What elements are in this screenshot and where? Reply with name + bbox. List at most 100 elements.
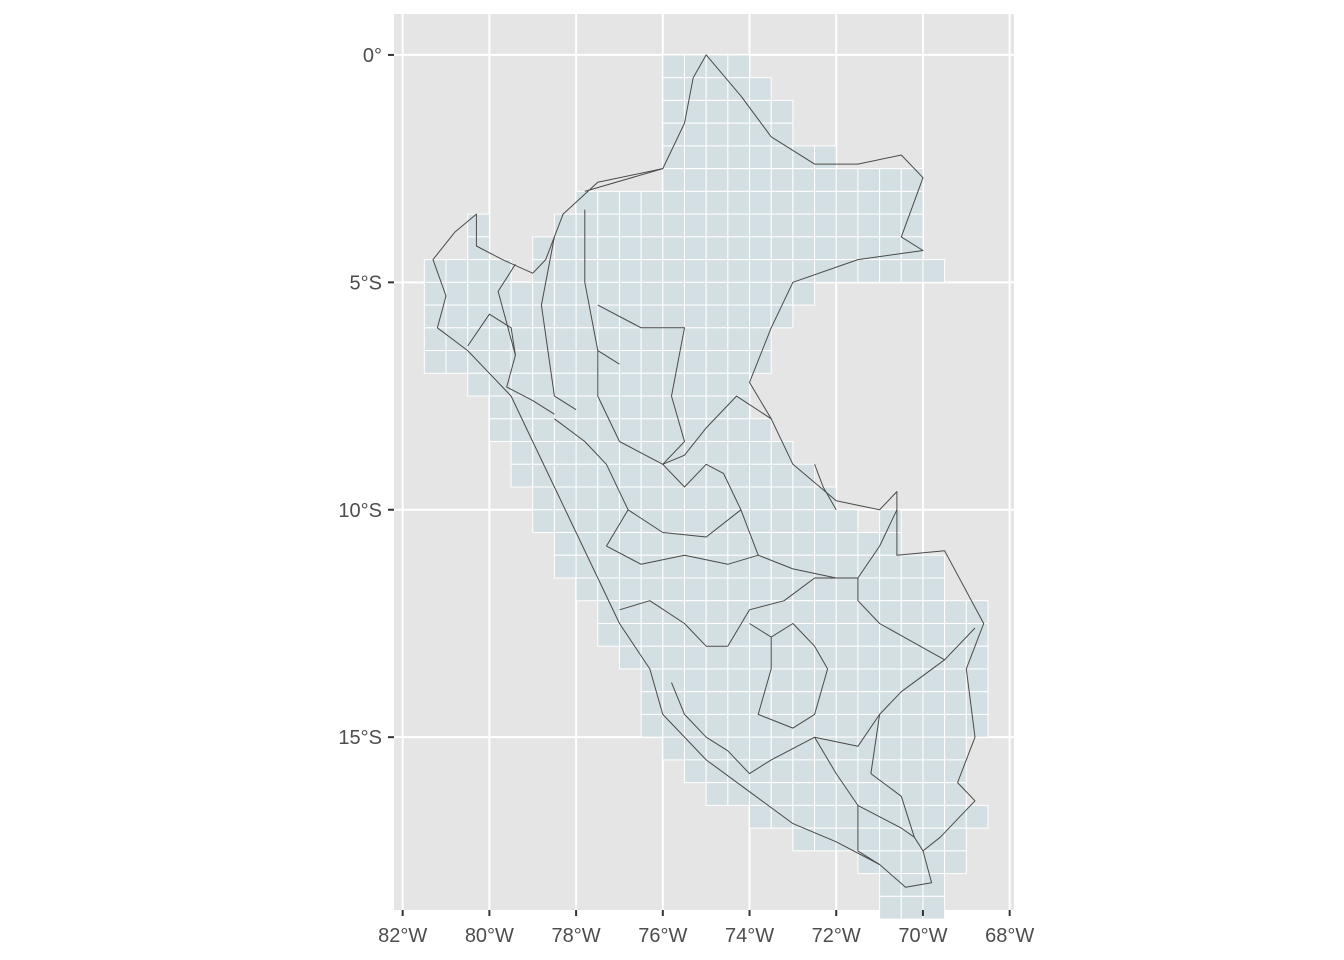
grid-cell xyxy=(575,213,599,238)
region-boundary xyxy=(619,395,772,465)
grid-cell xyxy=(618,372,642,397)
grid-cell xyxy=(922,554,946,579)
grid-cell xyxy=(857,782,881,806)
grid-cell xyxy=(727,54,751,79)
grid-cell xyxy=(597,372,620,397)
grid-cell xyxy=(879,509,902,533)
grid-cell xyxy=(618,213,642,238)
grid-cell xyxy=(814,531,837,556)
grid-cell xyxy=(662,622,685,647)
grid-cell xyxy=(553,554,577,579)
grid-cell xyxy=(553,531,577,556)
grid-cell xyxy=(553,350,577,374)
grid-cell xyxy=(857,827,881,852)
grid-cell xyxy=(835,168,859,192)
grid-cell xyxy=(510,418,534,443)
grid-cell xyxy=(553,418,577,443)
grid-cell xyxy=(835,236,859,261)
grid-cell xyxy=(792,168,816,192)
grid-cell xyxy=(662,577,685,602)
grid-cell xyxy=(683,691,707,715)
grid-cell xyxy=(423,259,447,283)
grid-cell xyxy=(727,77,751,101)
grid-cell xyxy=(944,782,967,806)
region-boundary xyxy=(870,714,924,852)
grid-cell xyxy=(662,213,685,238)
grid-cell xyxy=(640,259,664,283)
grid-cell xyxy=(727,122,751,147)
grid-cell xyxy=(705,418,729,443)
grid-cell xyxy=(705,190,729,215)
grid-cell xyxy=(553,304,577,329)
grid-cell xyxy=(900,713,924,738)
grid-cell xyxy=(705,668,729,693)
x-axis: 82°W 80°W 78°W 76°W 74°W 72°W 70°W 68°W xyxy=(378,910,1034,947)
grid-cell xyxy=(922,713,946,738)
grid-cell xyxy=(705,122,729,147)
grid-cell xyxy=(467,327,490,352)
grid-cell xyxy=(662,350,685,374)
grid-cell xyxy=(662,509,685,533)
grid-cell xyxy=(683,395,707,420)
grid-cell xyxy=(922,577,946,602)
grid-cell xyxy=(532,327,555,352)
grid-cell xyxy=(814,668,837,693)
grid-cell xyxy=(532,509,555,533)
grid-cell xyxy=(749,463,772,488)
grid-cell xyxy=(749,213,772,238)
grid-cell xyxy=(662,531,685,556)
grid-cell xyxy=(683,327,707,352)
grid-cell xyxy=(727,145,751,170)
grid-cell xyxy=(575,418,599,443)
grid-cell xyxy=(835,736,859,761)
grid-cell xyxy=(662,259,685,283)
grid-cell xyxy=(857,759,881,784)
grid-cell xyxy=(900,850,924,875)
grid-cell xyxy=(705,622,729,647)
grid-cell xyxy=(683,168,707,192)
grid-cell xyxy=(749,418,772,443)
grid-cell xyxy=(662,645,685,670)
grid-cell xyxy=(944,713,967,738)
x-tick-label: 76°W xyxy=(638,925,687,947)
grid-cell xyxy=(857,622,881,647)
grid-cell xyxy=(857,668,881,693)
region-boundary xyxy=(497,263,555,415)
grid-cell xyxy=(705,213,729,238)
grid-cell xyxy=(575,463,599,488)
region-boundary xyxy=(857,509,898,579)
grid-cell xyxy=(575,441,599,465)
grid-cell xyxy=(597,327,620,352)
grid-cell xyxy=(597,577,620,602)
grid-cell xyxy=(749,645,772,670)
grid-cell xyxy=(662,99,685,124)
grid-cell xyxy=(814,190,837,215)
grid-cell xyxy=(727,236,751,261)
grid-cell xyxy=(705,168,729,192)
grid-cell xyxy=(922,600,946,624)
grid-cell xyxy=(597,622,620,647)
grid-cell xyxy=(618,645,642,670)
region-boundary xyxy=(814,464,837,511)
grid-cell xyxy=(597,554,620,579)
grid-cell xyxy=(640,600,664,624)
region-boundary xyxy=(857,804,915,838)
region-boundary xyxy=(597,350,620,365)
grid-cell xyxy=(727,259,751,283)
region-boundary xyxy=(662,463,759,556)
grid-cell xyxy=(705,441,729,465)
grid-cell xyxy=(879,713,902,738)
grid-cell xyxy=(857,236,881,261)
grid-cell xyxy=(727,577,751,602)
grid-cell xyxy=(814,145,837,170)
grid-cell xyxy=(510,304,534,329)
grid-cell xyxy=(640,213,664,238)
grid-cell xyxy=(618,190,642,215)
grid-cell xyxy=(727,782,751,806)
grid-cell xyxy=(749,145,772,170)
grid-cell xyxy=(749,304,772,329)
grid-cell xyxy=(922,736,946,761)
grid-cell xyxy=(683,577,707,602)
grid-cell xyxy=(770,236,794,261)
grid-cell xyxy=(705,577,729,602)
